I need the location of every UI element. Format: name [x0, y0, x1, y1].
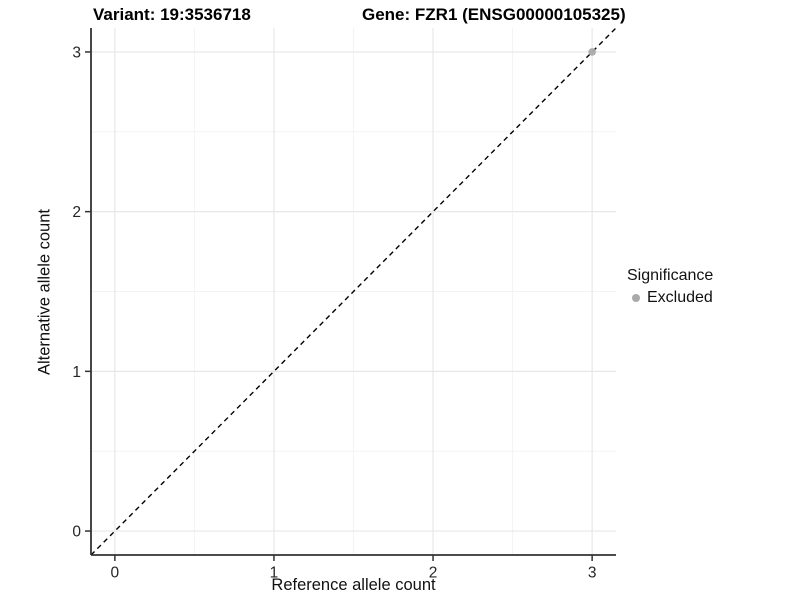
- x-tick-label-3: 3: [588, 564, 597, 581]
- legend-key-dot-icon: [632, 294, 640, 302]
- x-tick-label-1: 1: [270, 564, 279, 581]
- identity-reference-line: [90, 27, 617, 556]
- legend-title: Significance: [627, 267, 714, 284]
- legend-item-excluded: Excluded: [627, 289, 713, 307]
- y-axis-title: Alternative allele count: [35, 209, 54, 376]
- data-point-excluded: [588, 48, 596, 56]
- y-tick-label-3: 3: [72, 44, 81, 61]
- y-tick-label-1: 1: [72, 364, 81, 381]
- legend: Significance Excluded: [627, 267, 713, 307]
- x-tick-label-2: 2: [429, 564, 438, 581]
- variant-title: Variant: 19:3536718: [93, 5, 251, 24]
- y-tick-label-2: 2: [72, 204, 81, 221]
- y-tick-label-0: 0: [72, 523, 81, 540]
- x-tick-label-0: 0: [111, 564, 120, 581]
- x-axis-title: Reference allele count: [271, 576, 436, 594]
- legend-item-label: Excluded: [647, 289, 713, 306]
- gene-title: Gene: FZR1 (ENSG00000105325): [362, 5, 626, 24]
